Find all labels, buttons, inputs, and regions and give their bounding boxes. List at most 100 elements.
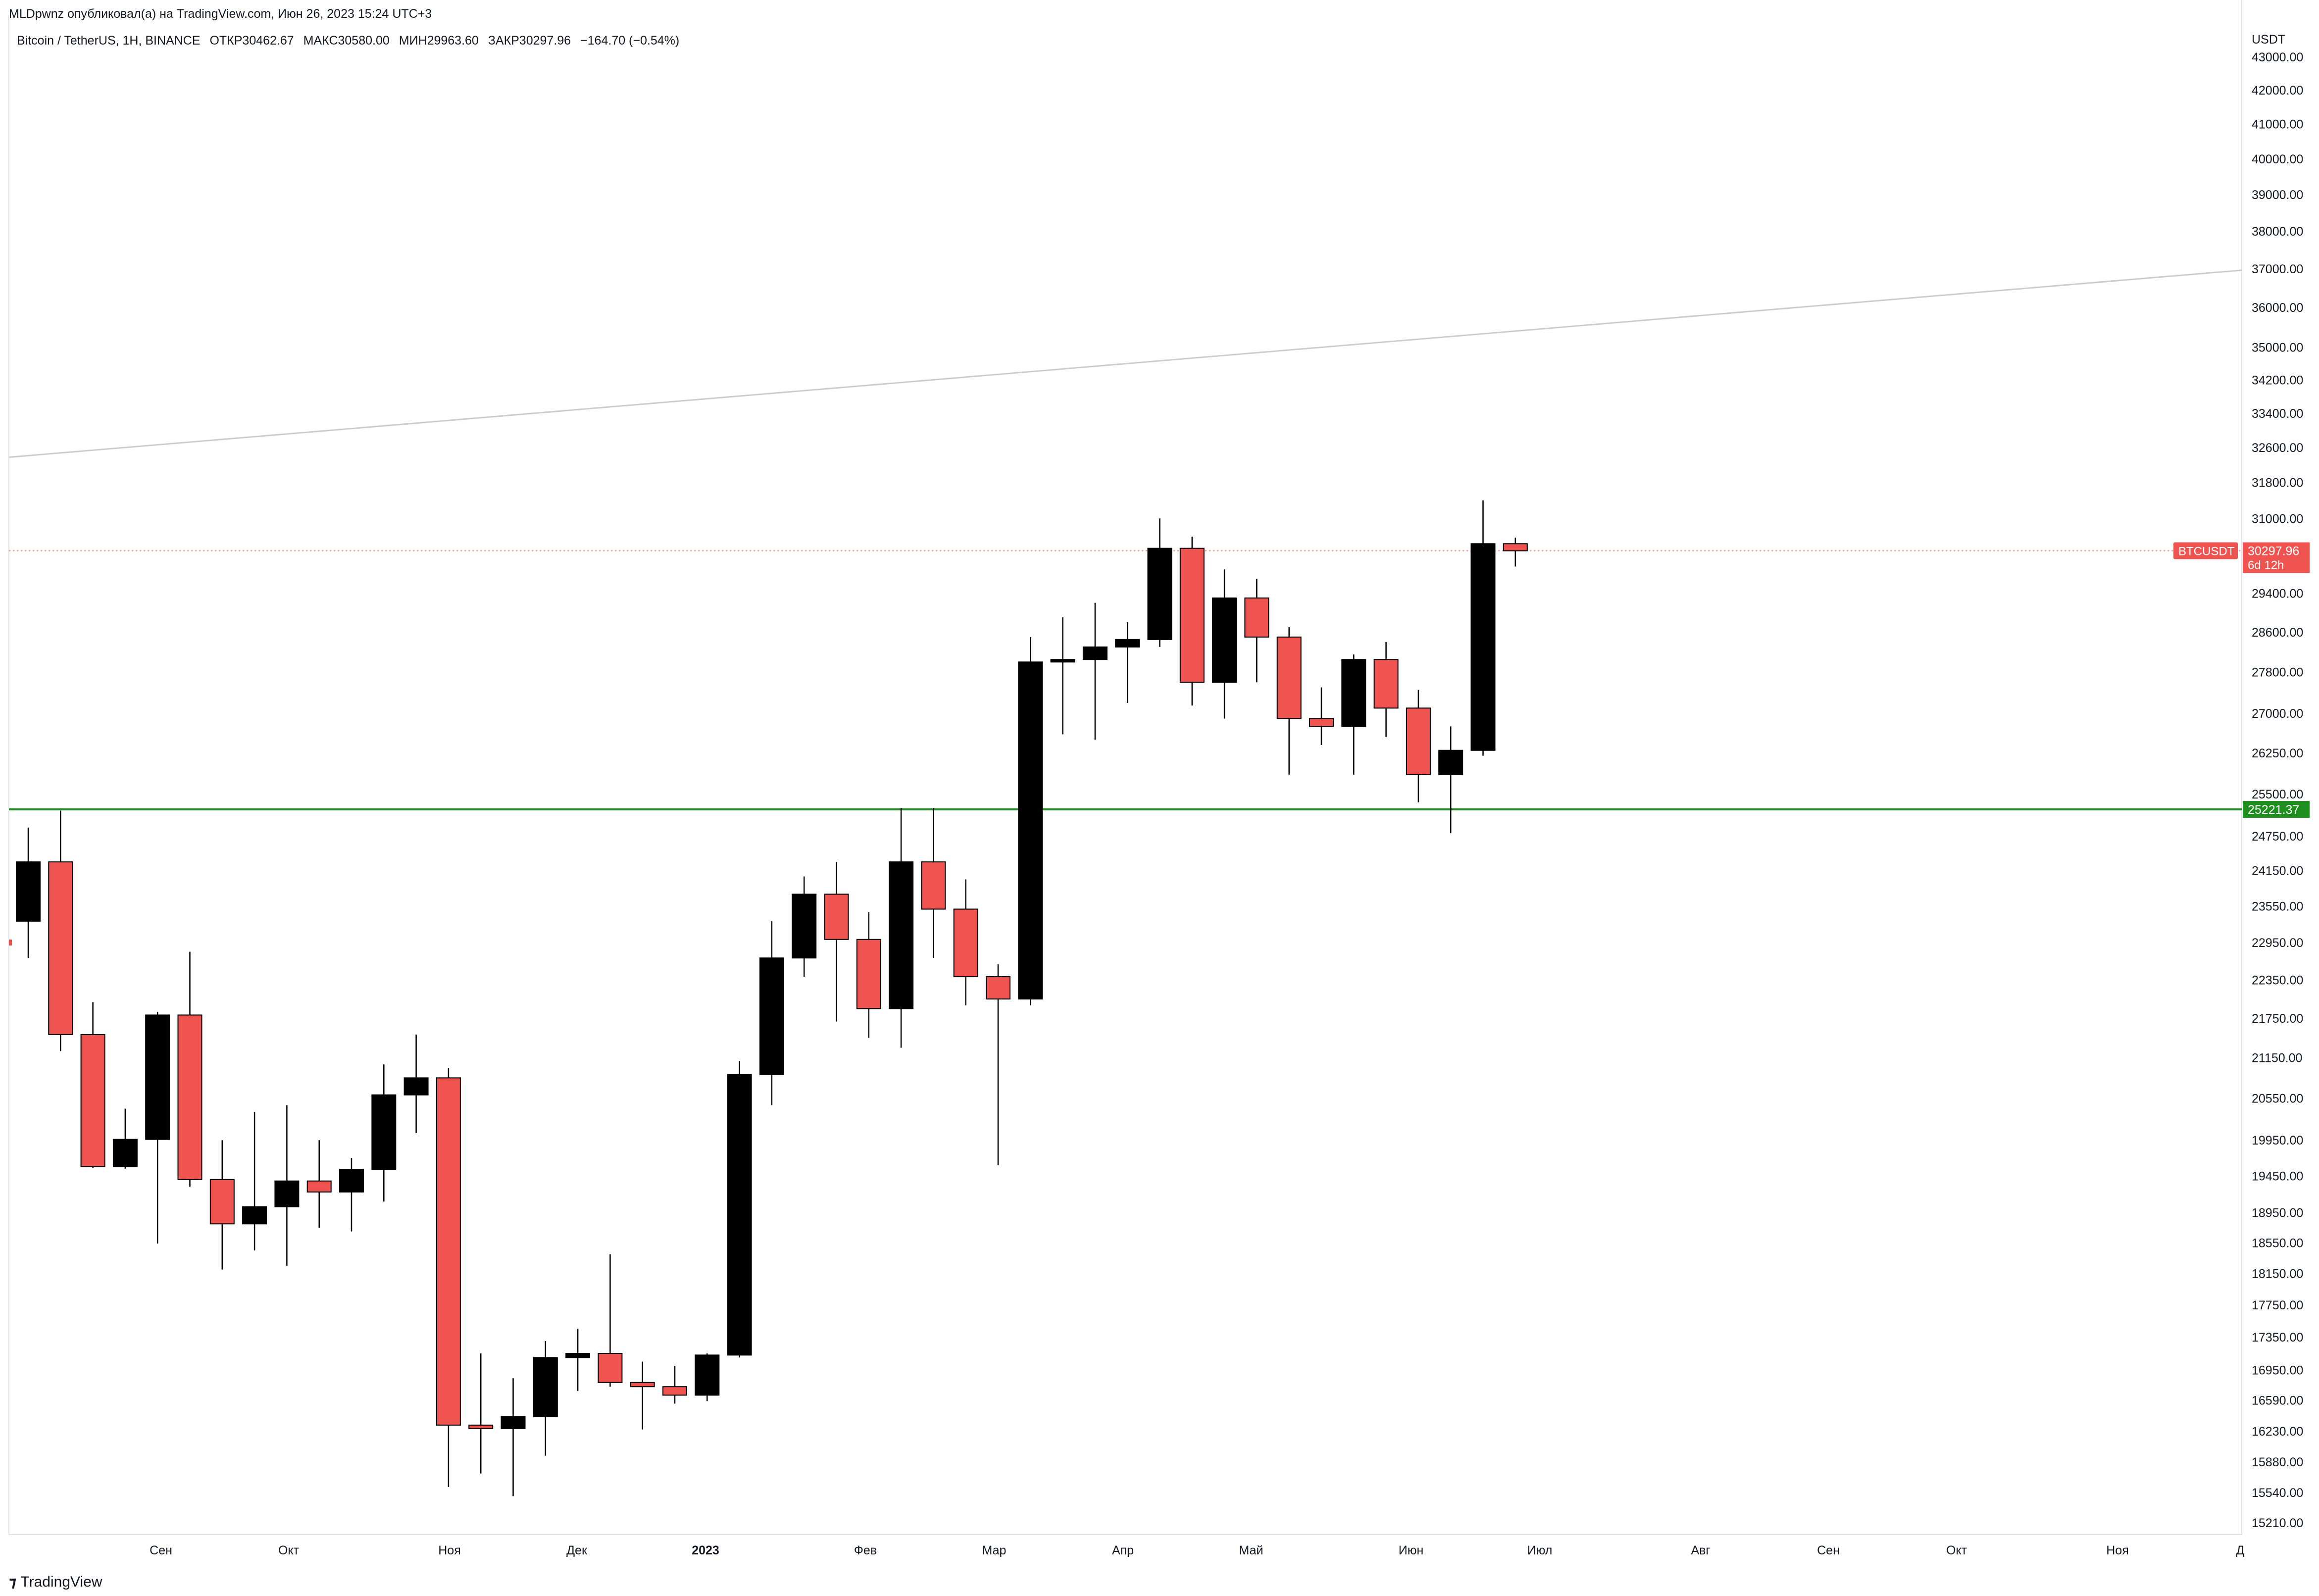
candle-body-down — [1179, 548, 1205, 683]
time-tick-label: Дек — [566, 1544, 588, 1557]
time-tick-label: Июн — [1399, 1544, 1424, 1557]
price-tick-label: 18950.00 — [2252, 1206, 2303, 1220]
candle[interactable] — [1212, 569, 1237, 719]
resistance-trendline[interactable] — [8, 269, 2242, 458]
candle[interactable] — [1276, 627, 1302, 775]
price-tick-label: 40000.00 — [2252, 152, 2303, 166]
time-tick-label: Май — [1239, 1544, 1263, 1557]
time-tick-label: Авг — [1691, 1544, 1710, 1557]
candle-body-down — [306, 1180, 332, 1193]
candle-body-up — [792, 894, 817, 959]
price-tick-label: 24150.00 — [2252, 864, 2303, 878]
price-tick-label: 22350.00 — [2252, 973, 2303, 987]
symbol-tag — [2173, 542, 2238, 559]
price-tick-label: 23550.00 — [2252, 899, 2303, 913]
candle[interactable] — [1470, 500, 1496, 756]
candle-body-down — [48, 861, 73, 1035]
price-tick-label: 27800.00 — [2252, 666, 2303, 680]
candle-body-up — [339, 1169, 364, 1193]
candle[interactable] — [1244, 579, 1269, 683]
candle[interactable] — [242, 1112, 267, 1250]
candle[interactable] — [371, 1064, 397, 1202]
candle[interactable] — [306, 1140, 332, 1228]
candle[interactable] — [1179, 537, 1205, 706]
candle-body-down — [177, 1014, 202, 1180]
candle-body-down — [953, 908, 978, 978]
price-tick-label: 16950.00 — [2252, 1363, 2303, 1377]
candle[interactable] — [145, 1011, 170, 1244]
candle[interactable] — [468, 1353, 494, 1474]
candle-body-up — [1082, 646, 1108, 660]
candle-body-up — [533, 1357, 558, 1417]
candle[interactable] — [824, 862, 849, 1022]
candle[interactable] — [16, 827, 41, 958]
support-price-tag — [2243, 801, 2310, 818]
candle[interactable] — [501, 1378, 526, 1496]
price-tick-label: 33400.00 — [2252, 407, 2303, 421]
candle[interactable] — [598, 1254, 623, 1387]
candle[interactable] — [727, 1061, 752, 1358]
price-tick-label: 37000.00 — [2252, 262, 2303, 276]
candle[interactable] — [1503, 538, 1528, 567]
candle[interactable] — [209, 1140, 235, 1270]
candle[interactable] — [889, 807, 914, 1048]
candle[interactable] — [274, 1105, 300, 1266]
candle[interactable] — [339, 1158, 364, 1232]
time-tick-label: Мар — [982, 1544, 1007, 1557]
candle[interactable] — [662, 1365, 687, 1404]
price-tick-label: 31000.00 — [2252, 512, 2303, 526]
candle[interactable] — [1373, 642, 1399, 737]
candle[interactable] — [1050, 617, 1075, 735]
price-tick-label: 21150.00 — [2252, 1051, 2302, 1065]
candle[interactable] — [1115, 622, 1140, 703]
candle[interactable] — [436, 1067, 461, 1487]
price-tick-label: 15540.00 — [2252, 1486, 2303, 1500]
price-tick-label: 41000.00 — [2252, 118, 2303, 132]
candle-body-up — [889, 861, 914, 1009]
candle[interactable] — [630, 1361, 655, 1430]
price-tick-label: 19950.00 — [2252, 1134, 2303, 1147]
candle[interactable] — [759, 921, 784, 1105]
ohlc-close: ЗАКР30297.96 — [488, 34, 571, 48]
time-tick-label: Апр — [1112, 1544, 1134, 1557]
candle[interactable] — [177, 951, 202, 1187]
tradingview-logo[interactable]: ⁊ TradingView — [9, 1573, 102, 1591]
candle[interactable] — [953, 879, 978, 1005]
candle[interactable] — [533, 1341, 558, 1456]
candle[interactable] — [921, 807, 946, 958]
candle[interactable] — [565, 1329, 591, 1391]
candle[interactable] — [403, 1034, 429, 1133]
symbol-name[interactable]: Bitcoin / TetherUS, 1Н, BINANCE — [17, 34, 201, 48]
candle-body-up — [112, 1139, 138, 1167]
ohlc-high: МАКС30580.00 — [303, 34, 390, 48]
candle[interactable] — [1341, 654, 1366, 775]
candle[interactable] — [1082, 602, 1108, 740]
tradingview-logo-icon: ⁊ — [9, 1574, 16, 1590]
candle-body-down — [921, 861, 946, 910]
time-tick-label: Окт — [1946, 1544, 1967, 1557]
candle-body-up — [1470, 543, 1496, 751]
price-tick-label: 17350.00 — [2252, 1331, 2303, 1345]
candle-body-up — [1018, 661, 1043, 999]
candle[interactable] — [792, 876, 817, 977]
candle[interactable] — [1438, 726, 1463, 834]
price-tick-label: 31800.00 — [2252, 476, 2303, 490]
candle[interactable] — [695, 1353, 720, 1401]
candle[interactable] — [1309, 687, 1334, 745]
current-price-tag — [2243, 542, 2310, 573]
price-tick-label: 18150.00 — [2252, 1267, 2303, 1281]
candle-body-up — [1115, 639, 1140, 648]
time-tick-label: Д — [2236, 1544, 2245, 1557]
candle-body-down — [209, 1179, 235, 1225]
candle[interactable] — [1406, 690, 1431, 802]
candle[interactable] — [856, 912, 881, 1038]
candle[interactable] — [48, 810, 73, 1051]
candle[interactable] — [986, 964, 1010, 1165]
candle[interactable] — [1018, 637, 1043, 1005]
candle[interactable] — [80, 1002, 105, 1168]
price-tick-label: 27000.00 — [2252, 707, 2303, 721]
candle[interactable] — [112, 1108, 138, 1169]
candle[interactable] — [1147, 518, 1172, 647]
price-tick-label: 16230.00 — [2252, 1425, 2303, 1439]
